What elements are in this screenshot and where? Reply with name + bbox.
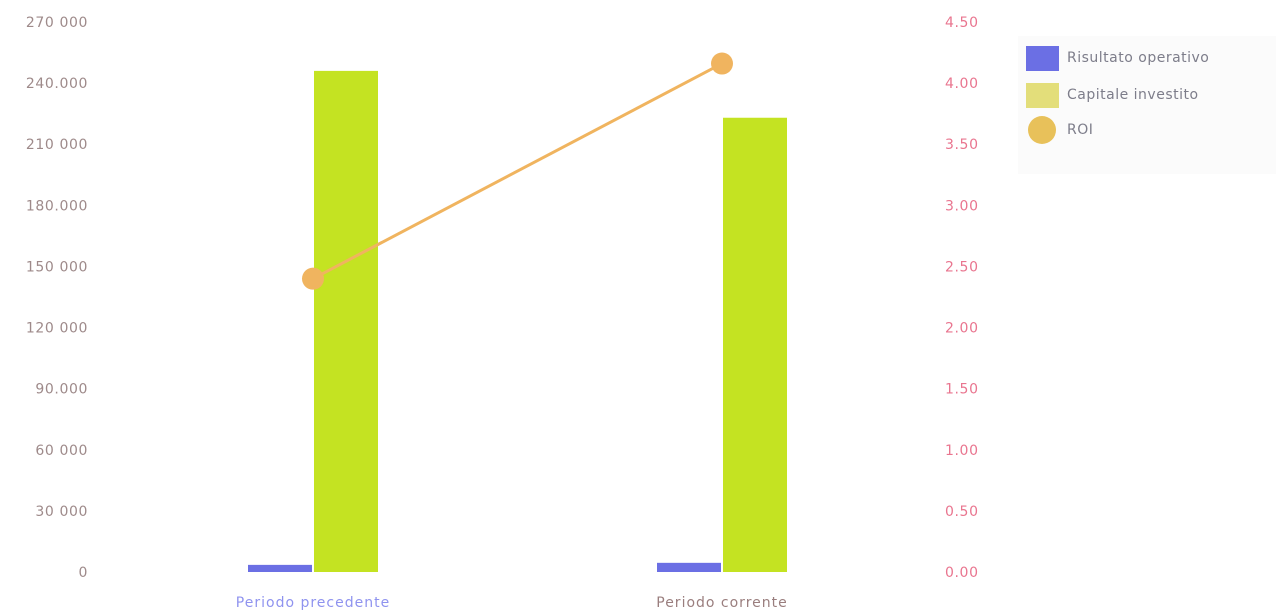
roi-point	[711, 52, 733, 75]
roi-point	[302, 267, 324, 290]
left-axis: 0 30 000 60 000 90.000 120 000 150 000 180.000…	[26, 15, 88, 581]
right-axis-tick-label: 3.50	[945, 137, 979, 153]
left-axis-tick-label: 90.000	[35, 382, 88, 398]
left-axis-tick-label: 270 000	[26, 15, 88, 31]
legend-label-roi: ROI	[1067, 122, 1094, 138]
legend-swatch-roi	[1028, 116, 1056, 144]
right-axis-tick-label: 2.00	[945, 321, 979, 337]
right-axis-tick-label: 4.00	[945, 76, 979, 92]
left-axis-tick-label: 0	[78, 565, 88, 581]
bar-series	[248, 70, 787, 573]
bar-risultato-operativo	[248, 564, 312, 572]
right-axis-tick-label: 4.50	[945, 15, 979, 31]
legend-swatch-capitale-investito	[1026, 82, 1059, 108]
x-axis-category-label: Periodo corrente	[656, 595, 787, 611]
roi-line	[312, 62, 723, 280]
bar-risultato-operativo	[657, 562, 721, 572]
right-axis: 0.00 0.50 1.00 1.50 2.00 2.50 3.00 3.50 4.00 4.50	[945, 15, 979, 581]
right-axis-tick-label: 0.50	[945, 504, 979, 520]
bar-capitale-investito	[723, 117, 787, 573]
right-axis-tick-label: 1.50	[945, 382, 979, 398]
right-axis-tick-label: 3.00	[945, 198, 979, 214]
left-axis-tick-label: 240.000	[26, 76, 88, 92]
legend-item-capitale-investito[interactable]: Capitale investito	[1026, 81, 1199, 109]
right-axis-tick-label: 2.50	[945, 259, 979, 275]
left-axis-tick-label: 210 000	[26, 137, 88, 153]
legend-label-capitale-investito: Capitale investito	[1067, 87, 1199, 103]
legend-label-risultato-operativo: Risultato operativo	[1067, 50, 1210, 66]
right-axis-tick-label: 0.00	[945, 565, 979, 581]
chart-legend: Risultato operativo Capitale investito R…	[1018, 36, 1276, 174]
legend-item-roi[interactable]: ROI	[1026, 116, 1093, 144]
left-axis-tick-label: 30 000	[35, 504, 88, 520]
left-axis-tick-label: 180.000	[26, 198, 88, 214]
x-axis-category-label: Periodo precedente	[236, 595, 390, 611]
left-axis-tick-label: 60 000	[35, 443, 88, 459]
line-series	[302, 52, 733, 290]
bar-capitale-investito	[314, 70, 378, 572]
left-axis-tick-label: 120 000	[26, 321, 88, 337]
left-axis-tick-label: 150 000	[26, 259, 88, 275]
right-axis-tick-label: 1.00	[945, 443, 979, 459]
x-axis: Periodo precedente Periodo corrente	[236, 595, 787, 611]
legend-item-risultato-operativo[interactable]: Risultato operativo	[1026, 44, 1209, 72]
legend-swatch-risultato-operativo	[1026, 45, 1059, 71]
